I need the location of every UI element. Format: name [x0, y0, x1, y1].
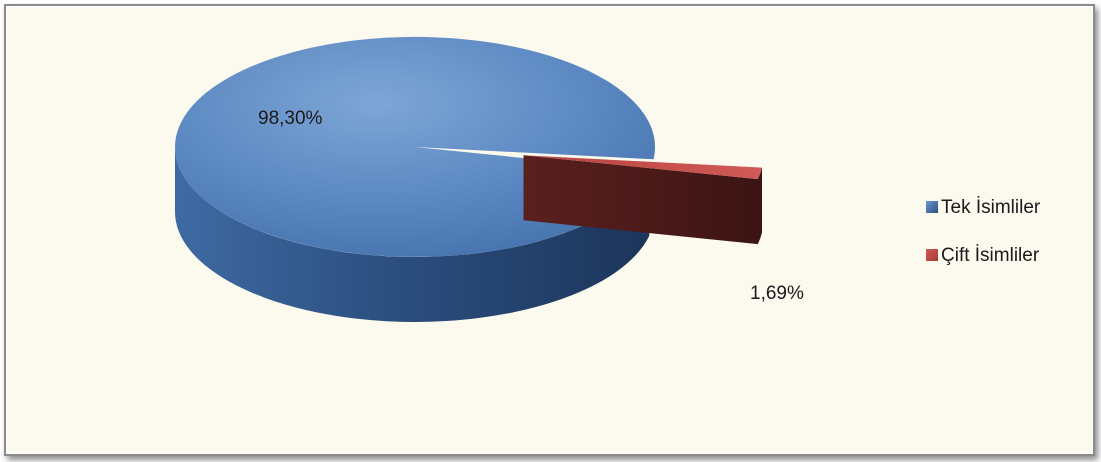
legend-item-tek: Tek İsimliler: [926, 197, 1041, 218]
data-label-cift: 1,69%: [750, 283, 804, 304]
slice-side-tek: [175, 147, 650, 322]
slice-side-cift: [523, 155, 762, 245]
legend-label-tek: Tek İsimliler: [941, 197, 1041, 218]
legend-label-cift: Çift İsimliler: [941, 245, 1040, 266]
legend: Tek İsimliler Çift İsimliler: [926, 197, 1041, 266]
pie-slice-cift-isimliler: [523, 155, 762, 245]
data-label-tek: 98,30%: [258, 108, 323, 129]
legend-swatch-cift: [926, 249, 938, 261]
slice-top-cift: [523, 155, 762, 180]
legend-item-cift: Çift İsimliler: [926, 245, 1040, 266]
legend-swatch-tek: [926, 201, 938, 213]
